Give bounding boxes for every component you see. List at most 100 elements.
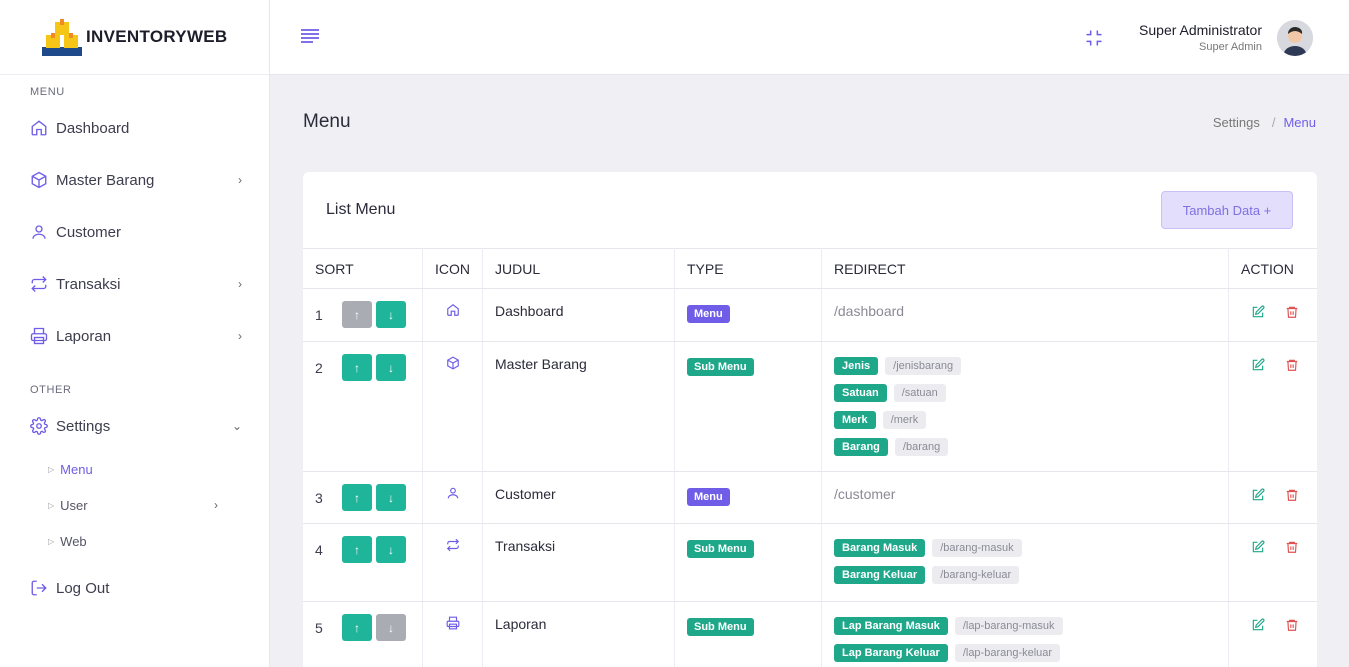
trash-icon[interactable]	[1285, 488, 1299, 505]
avatar[interactable]	[1277, 20, 1313, 56]
submenu-label: Lap Barang Keluar	[834, 643, 948, 662]
move-down-button[interactable]: ↓	[376, 484, 406, 511]
move-down-button[interactable]: ↓	[376, 614, 406, 641]
sort-number: 4	[315, 541, 323, 558]
submenu-item: Satuan/satuan	[834, 383, 1216, 402]
logout-icon	[30, 579, 48, 597]
user-icon	[30, 223, 48, 241]
submenu-path: /barang-keluar	[932, 565, 1020, 584]
add-data-button[interactable]: Tambah Data +	[1161, 191, 1293, 229]
column-header-action: ACTION	[1228, 248, 1317, 289]
breadcrumb-item[interactable]: Settings	[1212, 115, 1260, 130]
submenu-item: Merk/merk	[834, 410, 1216, 429]
sort-number: 2	[315, 359, 323, 376]
submenu-label: Barang Keluar	[834, 565, 926, 584]
user-icon	[446, 487, 460, 503]
move-down-button[interactable]: ↓	[376, 354, 406, 381]
redirect-path: /customer	[821, 471, 1229, 524]
box-icon	[446, 356, 460, 373]
table-row: 1 ↑ ↓ Dashboard Menu /dashboard	[303, 288, 1317, 342]
section-label-menu: MENU	[30, 86, 65, 98]
caret-right-icon: ▷	[48, 464, 55, 474]
submenu-item: Lap Barang Keluar/lap-barang-keluar	[834, 643, 1216, 662]
chevron-down-icon: ⌄	[231, 419, 242, 433]
submenu-path: /lap-barang-keluar	[954, 643, 1061, 662]
column-header-type: TYPE	[674, 248, 822, 289]
submenu-path: /satuan	[893, 383, 946, 402]
sidebar-item-laporan[interactable]: Laporan ›	[30, 324, 242, 348]
edit-icon[interactable]	[1251, 540, 1265, 557]
sidebar-item-label: Settings	[56, 417, 111, 435]
type-badge: Sub Menu	[687, 358, 754, 376]
sidebar-item-settings[interactable]: Settings ⌄	[30, 414, 242, 438]
sidebar-item-label: Customer	[56, 223, 122, 241]
gear-icon	[30, 417, 48, 435]
submenu-label: Barang	[834, 437, 888, 456]
sidebar-subitem-label: Menu	[60, 461, 93, 477]
topbar: Super Administrator Super Admin	[270, 0, 1349, 75]
edit-icon[interactable]	[1251, 618, 1265, 635]
move-up-button[interactable]: ↑	[342, 484, 372, 511]
sidebar-item-label: Master Barang	[56, 171, 155, 189]
move-down-button[interactable]: ↓	[376, 536, 406, 563]
home-icon	[446, 304, 460, 320]
sidebar-item-label: Transaksi	[56, 275, 121, 293]
trash-icon[interactable]	[1285, 305, 1299, 322]
sidebar-subitem-web[interactable]: ▷ Web	[48, 531, 218, 551]
move-up-button[interactable]: ↑	[342, 536, 372, 563]
column-header-sort: SORT	[303, 248, 423, 289]
edit-icon[interactable]	[1251, 305, 1265, 322]
type-badge: Sub Menu	[687, 618, 754, 636]
sidebar-subitem-menu[interactable]: ▷ Menu	[48, 459, 218, 479]
sidebar-item-transaksi[interactable]: Transaksi ›	[30, 272, 242, 296]
move-up-button[interactable]: ↑	[342, 301, 372, 328]
submenu-item: Jenis/jenisbarang	[834, 356, 1216, 375]
breadcrumb-current: Menu	[1283, 115, 1316, 130]
trash-icon[interactable]	[1285, 358, 1299, 375]
sort-number: 5	[315, 619, 323, 636]
type-badge: Menu	[687, 305, 730, 323]
table-row: 5 ↑ ↓ Laporan Sub Menu Lap Barang Masuk /…	[303, 601, 1317, 667]
edit-icon[interactable]	[1251, 488, 1265, 505]
submenu-path: /jenisbarang	[885, 356, 962, 375]
user-name: Super Administrator	[1139, 22, 1262, 38]
hamburger-menu-icon[interactable]	[300, 28, 320, 44]
section-label-other: OTHER	[30, 384, 72, 396]
fullscreen-exit-icon[interactable]	[1084, 28, 1104, 48]
menu-title: Laporan	[482, 601, 675, 667]
brand[interactable]: INVENTORYWEB	[0, 0, 269, 75]
brand-name: INVENTORYWEB	[86, 27, 228, 46]
sidebar-item-dashboard[interactable]: Dashboard	[30, 116, 242, 140]
move-down-button[interactable]: ↓	[376, 301, 406, 328]
sidebar-item-customer[interactable]: Customer	[30, 220, 242, 244]
caret-right-icon: ▷	[48, 500, 55, 510]
sidebar-item-master-barang[interactable]: Master Barang ›	[30, 168, 242, 192]
home-icon	[30, 119, 48, 137]
sidebar-item-label: Log Out	[56, 579, 110, 597]
repeat-icon	[446, 538, 460, 555]
submenu-label: Merk	[834, 410, 876, 429]
move-up-button[interactable]: ↑	[342, 354, 372, 381]
column-header-icon: ICON	[422, 248, 483, 289]
box-icon	[30, 171, 48, 189]
sidebar-subitem-label: Web	[60, 533, 87, 549]
breadcrumb: Settings / Menu	[1213, 115, 1316, 130]
chevron-right-icon: ›	[238, 173, 242, 187]
breadcrumb-separator: /	[1271, 115, 1276, 130]
sidebar-subitem-user[interactable]: ▷ User ›	[48, 495, 218, 515]
edit-icon[interactable]	[1251, 358, 1265, 375]
user-role: Super Admin	[1199, 41, 1262, 53]
printer-icon	[30, 327, 48, 345]
move-up-button[interactable]: ↑	[342, 614, 372, 641]
chevron-right-icon: ›	[214, 498, 218, 512]
trash-icon[interactable]	[1285, 618, 1299, 635]
menu-title: Customer	[482, 471, 675, 524]
logo-icon	[42, 18, 82, 56]
sidebar: INVENTORYWEB MENU Dashboard Master Baran…	[0, 0, 270, 667]
trash-icon[interactable]	[1285, 540, 1299, 557]
menu-title: Dashboard	[482, 288, 675, 342]
submenu-path: /barang-masuk	[932, 538, 1022, 557]
menu-title: Transaksi	[482, 523, 675, 602]
sidebar-item-logout[interactable]: Log Out	[30, 576, 242, 600]
redirect-path: /dashboard	[821, 288, 1229, 342]
